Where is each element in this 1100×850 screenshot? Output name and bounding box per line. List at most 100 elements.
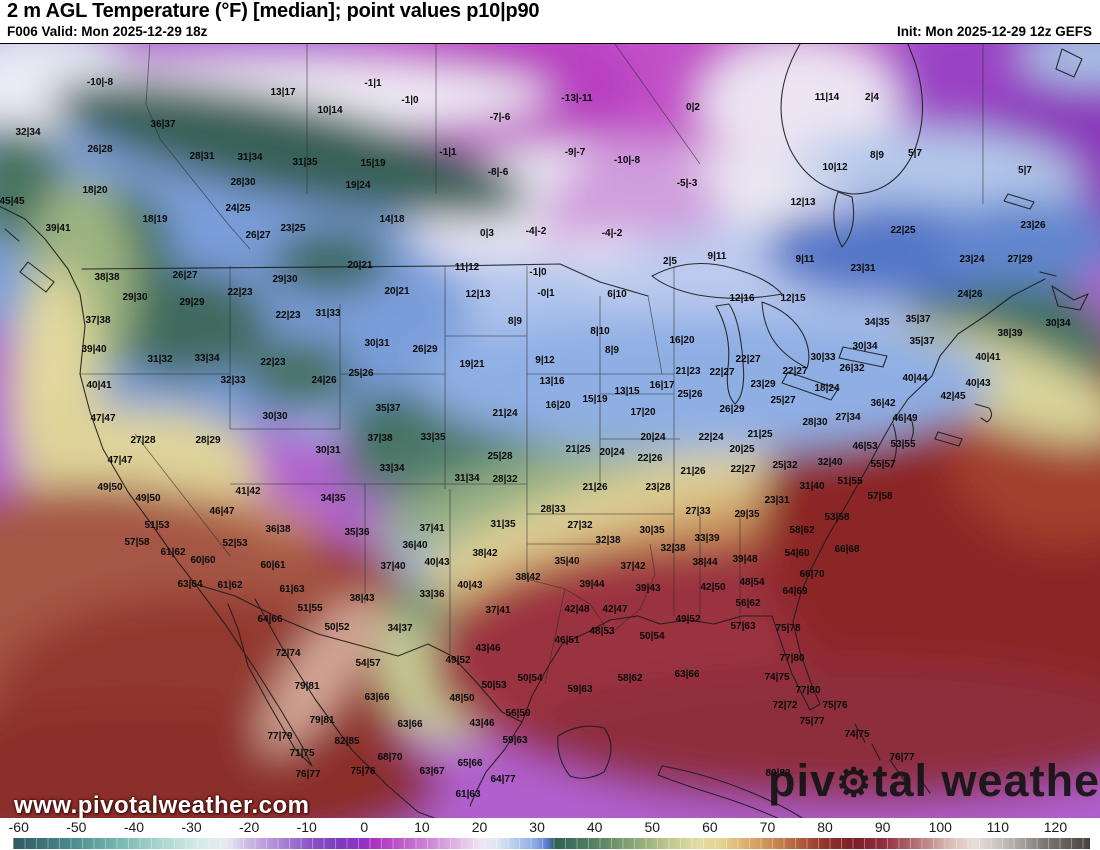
- map-canvas[interactable]: -10|-8 13|17 10|14 -1|1 -1|0 -7|-6 36|37 32|34 2…: [0, 43, 1100, 819]
- point-value: 9|12: [535, 355, 555, 366]
- point-value: 22|27: [709, 367, 735, 378]
- point-value: 34|35: [864, 317, 890, 328]
- point-value: -9|-7: [564, 147, 586, 158]
- point-value: 24|26: [311, 375, 337, 386]
- point-value: 28|30: [802, 417, 828, 428]
- point-value: 32|40: [817, 457, 843, 468]
- point-value: 37|38: [85, 315, 111, 326]
- colorbar-tick: 110: [986, 819, 1010, 835]
- point-value: 38|38: [94, 272, 120, 283]
- point-value: 16|17: [649, 380, 675, 391]
- point-value: 36|42: [870, 398, 896, 409]
- point-value: 10|12: [822, 162, 848, 173]
- point-value: -1|1: [439, 147, 457, 158]
- point-value: 61|62: [160, 547, 186, 558]
- point-value: -1|0: [529, 267, 547, 278]
- point-value: 34|37: [387, 623, 413, 634]
- point-value: 36|40: [402, 540, 428, 551]
- point-value: 40|41: [86, 380, 112, 391]
- point-value: 31|32: [147, 354, 173, 365]
- point-value: 33|36: [419, 589, 445, 600]
- point-value: 52|53: [222, 538, 248, 549]
- map-field-canvas: [0, 44, 1100, 819]
- point-value: 59|63: [567, 684, 593, 695]
- point-value: 66|68: [834, 544, 860, 555]
- point-value: 33|34: [379, 463, 405, 474]
- colorbar-tick: 0: [360, 819, 369, 835]
- point-value: 61|63: [279, 584, 305, 595]
- point-value: 0|2: [686, 102, 700, 113]
- point-value: 24|25: [225, 203, 251, 214]
- point-value: 64|69: [782, 586, 808, 597]
- point-value: 24|26: [957, 289, 983, 300]
- colorbar-tick: -20: [239, 819, 260, 835]
- point-value: 82|85: [334, 736, 360, 747]
- point-value: 48|53: [589, 626, 615, 637]
- point-value: 57|58: [867, 491, 893, 502]
- point-value: 25|26: [348, 368, 374, 379]
- point-value: 35|37: [375, 403, 401, 414]
- point-value: 19|21: [459, 359, 485, 370]
- point-value: 23|25: [280, 223, 306, 234]
- point-value: 12|13: [790, 197, 816, 208]
- point-value: 37|40: [380, 561, 406, 572]
- coastline-borders: [0, 44, 1089, 819]
- point-value: 34|35: [320, 493, 346, 504]
- point-value: 30|31: [364, 338, 390, 349]
- point-value: 27|32: [567, 520, 593, 531]
- point-value: 6|10: [607, 289, 627, 300]
- point-value: 49|50: [135, 493, 161, 504]
- point-value: 46|53: [852, 441, 878, 452]
- point-value: 10|14: [317, 105, 343, 116]
- point-value: 64|66: [257, 614, 283, 625]
- point-value: 21|26: [680, 466, 706, 477]
- point-value: 59|63: [502, 735, 528, 746]
- point-value: 37|38: [367, 433, 393, 444]
- colorbar-tick-row: -60 -50 -40 -30 -20 -10 0 10 20 30 40 50 60 70 80 90 100…: [0, 818, 1100, 838]
- point-value: 20|21: [347, 260, 373, 271]
- point-value: 28|32: [492, 474, 518, 485]
- point-value: -10|-8: [86, 77, 114, 88]
- point-value: 40|44: [902, 373, 928, 384]
- point-value: 39|48: [732, 554, 758, 565]
- point-value: 26|29: [412, 344, 438, 355]
- point-value: 26|28: [87, 144, 113, 155]
- point-value: 29|30: [272, 274, 298, 285]
- point-value: 22|24: [698, 432, 724, 443]
- point-value: 46|49: [892, 413, 918, 424]
- point-value: 30|34: [852, 341, 878, 352]
- point-value: 55|57: [870, 459, 896, 470]
- point-value: 37|41: [485, 605, 511, 616]
- point-value: 18|20: [82, 185, 108, 196]
- point-value: 20|25: [729, 444, 755, 455]
- point-value: 76|77: [889, 752, 915, 763]
- point-value: 21|23: [675, 366, 701, 377]
- point-value: 22|23: [260, 357, 286, 368]
- point-value: 33|35: [420, 432, 446, 443]
- colorbar-tick: -50: [66, 819, 87, 835]
- point-value: 61|62: [217, 580, 243, 591]
- point-value: 56|59: [505, 708, 531, 719]
- point-value: 66|70: [799, 569, 825, 580]
- point-value: 36|37: [150, 119, 176, 130]
- point-value: 17|20: [630, 407, 656, 418]
- point-value: 25|32: [772, 460, 798, 471]
- point-value: 8|9: [508, 316, 522, 327]
- point-value: 32|38: [660, 543, 686, 554]
- point-value: 38|43: [349, 593, 375, 604]
- point-value: 42|50: [700, 582, 726, 593]
- point-value: 13|15: [614, 386, 640, 397]
- point-value: 5|7: [1018, 165, 1032, 176]
- brand-text-post: tal weather: [872, 755, 1100, 806]
- point-value: 8|10: [590, 326, 610, 337]
- point-value: 23|29: [750, 379, 776, 390]
- point-value: 21|25: [565, 444, 591, 455]
- point-value: 30|33: [810, 352, 836, 363]
- point-value: 53|55: [890, 439, 916, 450]
- point-value: 26|32: [839, 363, 865, 374]
- point-value: 13|16: [539, 376, 565, 387]
- point-value: 30|31: [315, 445, 341, 456]
- colorbar-tick: 90: [874, 819, 891, 835]
- point-value: 76|77: [295, 769, 321, 780]
- point-value: 22|25: [890, 225, 916, 236]
